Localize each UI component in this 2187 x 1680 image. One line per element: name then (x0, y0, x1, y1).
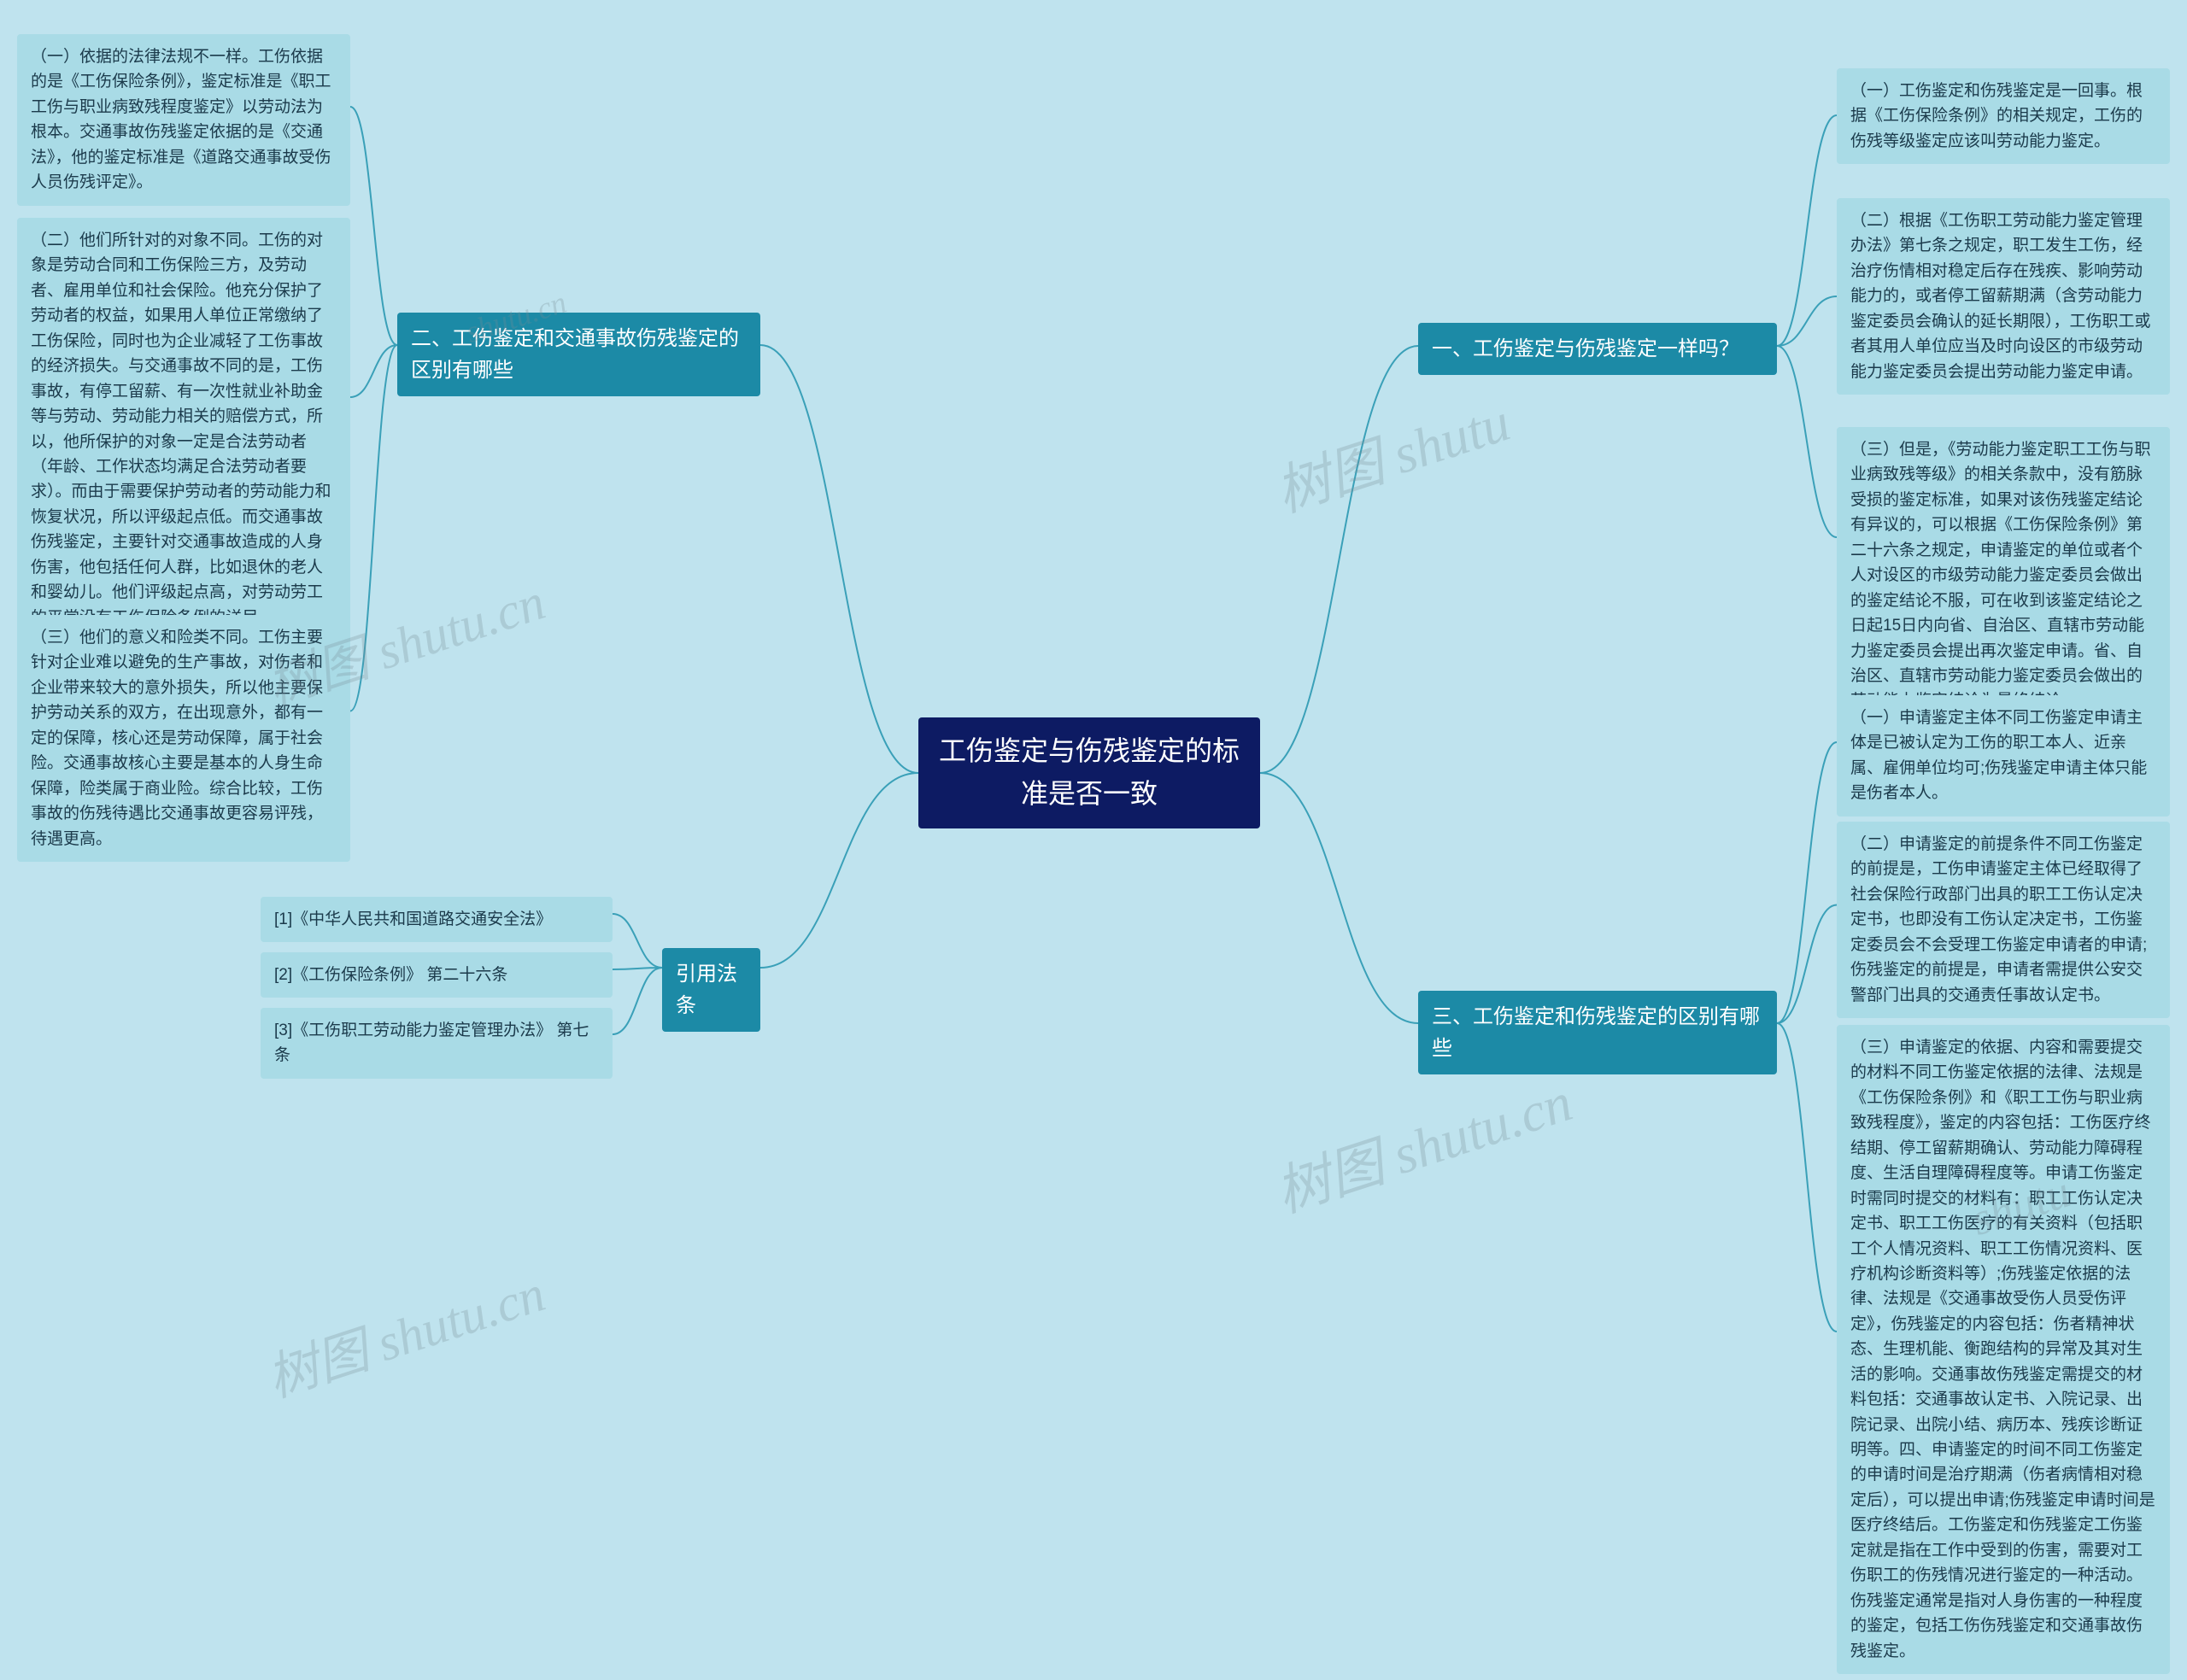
leaf-node[interactable]: [1]《中华人民共和国道路交通安全法》 (261, 897, 613, 942)
leaf-node[interactable]: [2]《工伤保险条例》 第二十六条 (261, 952, 613, 998)
branch-node[interactable]: 引用法条 (662, 948, 760, 1032)
leaf-node[interactable]: （一）依据的法律法规不一样。工伤依据的是《工伤保险条例》，鉴定标准是《职工工伤与… (17, 34, 350, 206)
leaf-node[interactable]: （二）申请鉴定的前提条件不同工伤鉴定的前提是，工伤申请鉴定主体已经取得了社会保险… (1837, 822, 2170, 1018)
leaf-node[interactable]: （三）他们的意义和险类不同。工伤主要针对企业难以避免的生产事故，对伤者和企业带来… (17, 615, 350, 862)
leaf-node[interactable]: （二）根据《工伤职工劳动能力鉴定管理办法》第七条之规定，职工发生工伤，经治疗伤情… (1837, 198, 2170, 395)
root-node-label: 工伤鉴定与伤残鉴定的标准是否一致 (932, 730, 1246, 815)
branch-node[interactable]: 二、工伤鉴定和交通事故伤残鉴定的区别有哪些 (397, 313, 760, 396)
leaf-node[interactable]: （三）但是，《劳动能力鉴定职工工伤与职业病致残等级》的相关条款中，没有筋脉受损的… (1837, 427, 2170, 724)
leaf-node[interactable]: （一）工伤鉴定和伤残鉴定是一回事。根据《工伤保险条例》的相关规定，工伤的伤残等级… (1837, 68, 2170, 164)
leaf-node[interactable]: [3]《工伤职工劳动能力鉴定管理办法》 第七条 (261, 1008, 613, 1079)
branch-node[interactable]: 三、工伤鉴定和伤残鉴定的区别有哪些 (1418, 991, 1777, 1074)
branch-node[interactable]: 一、工伤鉴定与伤残鉴定一样吗？ (1418, 323, 1777, 375)
leaf-node[interactable]: （二）他们所针对的对象不同。工伤的对象是劳动合同和工伤保险三方，及劳动者、雇用单… (17, 218, 350, 641)
root-node[interactable]: 工伤鉴定与伤残鉴定的标准是否一致 (918, 717, 1260, 828)
leaf-node[interactable]: （一）申请鉴定主体不同工伤鉴定申请主体是已被认定为工伤的职工本人、近亲属、雇佣单… (1837, 695, 2170, 817)
leaf-node[interactable]: （三）申请鉴定的依据、内容和需要提交的材料不同工伤鉴定依据的法律、法规是《工伤保… (1837, 1025, 2170, 1674)
